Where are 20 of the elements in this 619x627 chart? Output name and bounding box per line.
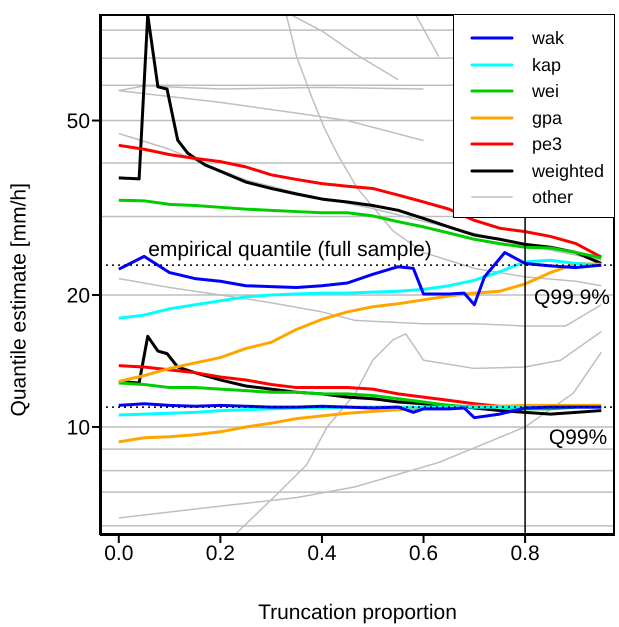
legend-label: pe3	[532, 133, 562, 156]
x-tick-label: 0.4	[307, 542, 337, 565]
x-tick-label: 0.6	[408, 542, 438, 565]
legend-label: wak	[532, 27, 564, 50]
x-tick-label: 0.0	[104, 542, 134, 565]
x-tick-label: 0.8	[510, 542, 540, 565]
annotation: empirical quantile (full sample)	[148, 238, 432, 262]
x-axis-title: Truncation proportion	[258, 601, 457, 624]
y-tick-label: 50	[66, 110, 90, 133]
legend-label: kap	[532, 54, 561, 77]
annotation: Q99.9%	[534, 286, 610, 310]
y-tick-label: 20	[66, 284, 90, 308]
legend-label: gpa	[532, 106, 562, 130]
x-tick-label: 0.2	[206, 542, 235, 565]
legend-label: other	[532, 186, 573, 209]
legend-label: wei	[532, 80, 559, 103]
annotation: Q99%	[548, 426, 608, 450]
y-tick-label: 10	[66, 416, 90, 440]
legend-label: weighted	[532, 160, 604, 183]
y-axis-title: Quantile estimate [mm/h]	[7, 183, 30, 416]
